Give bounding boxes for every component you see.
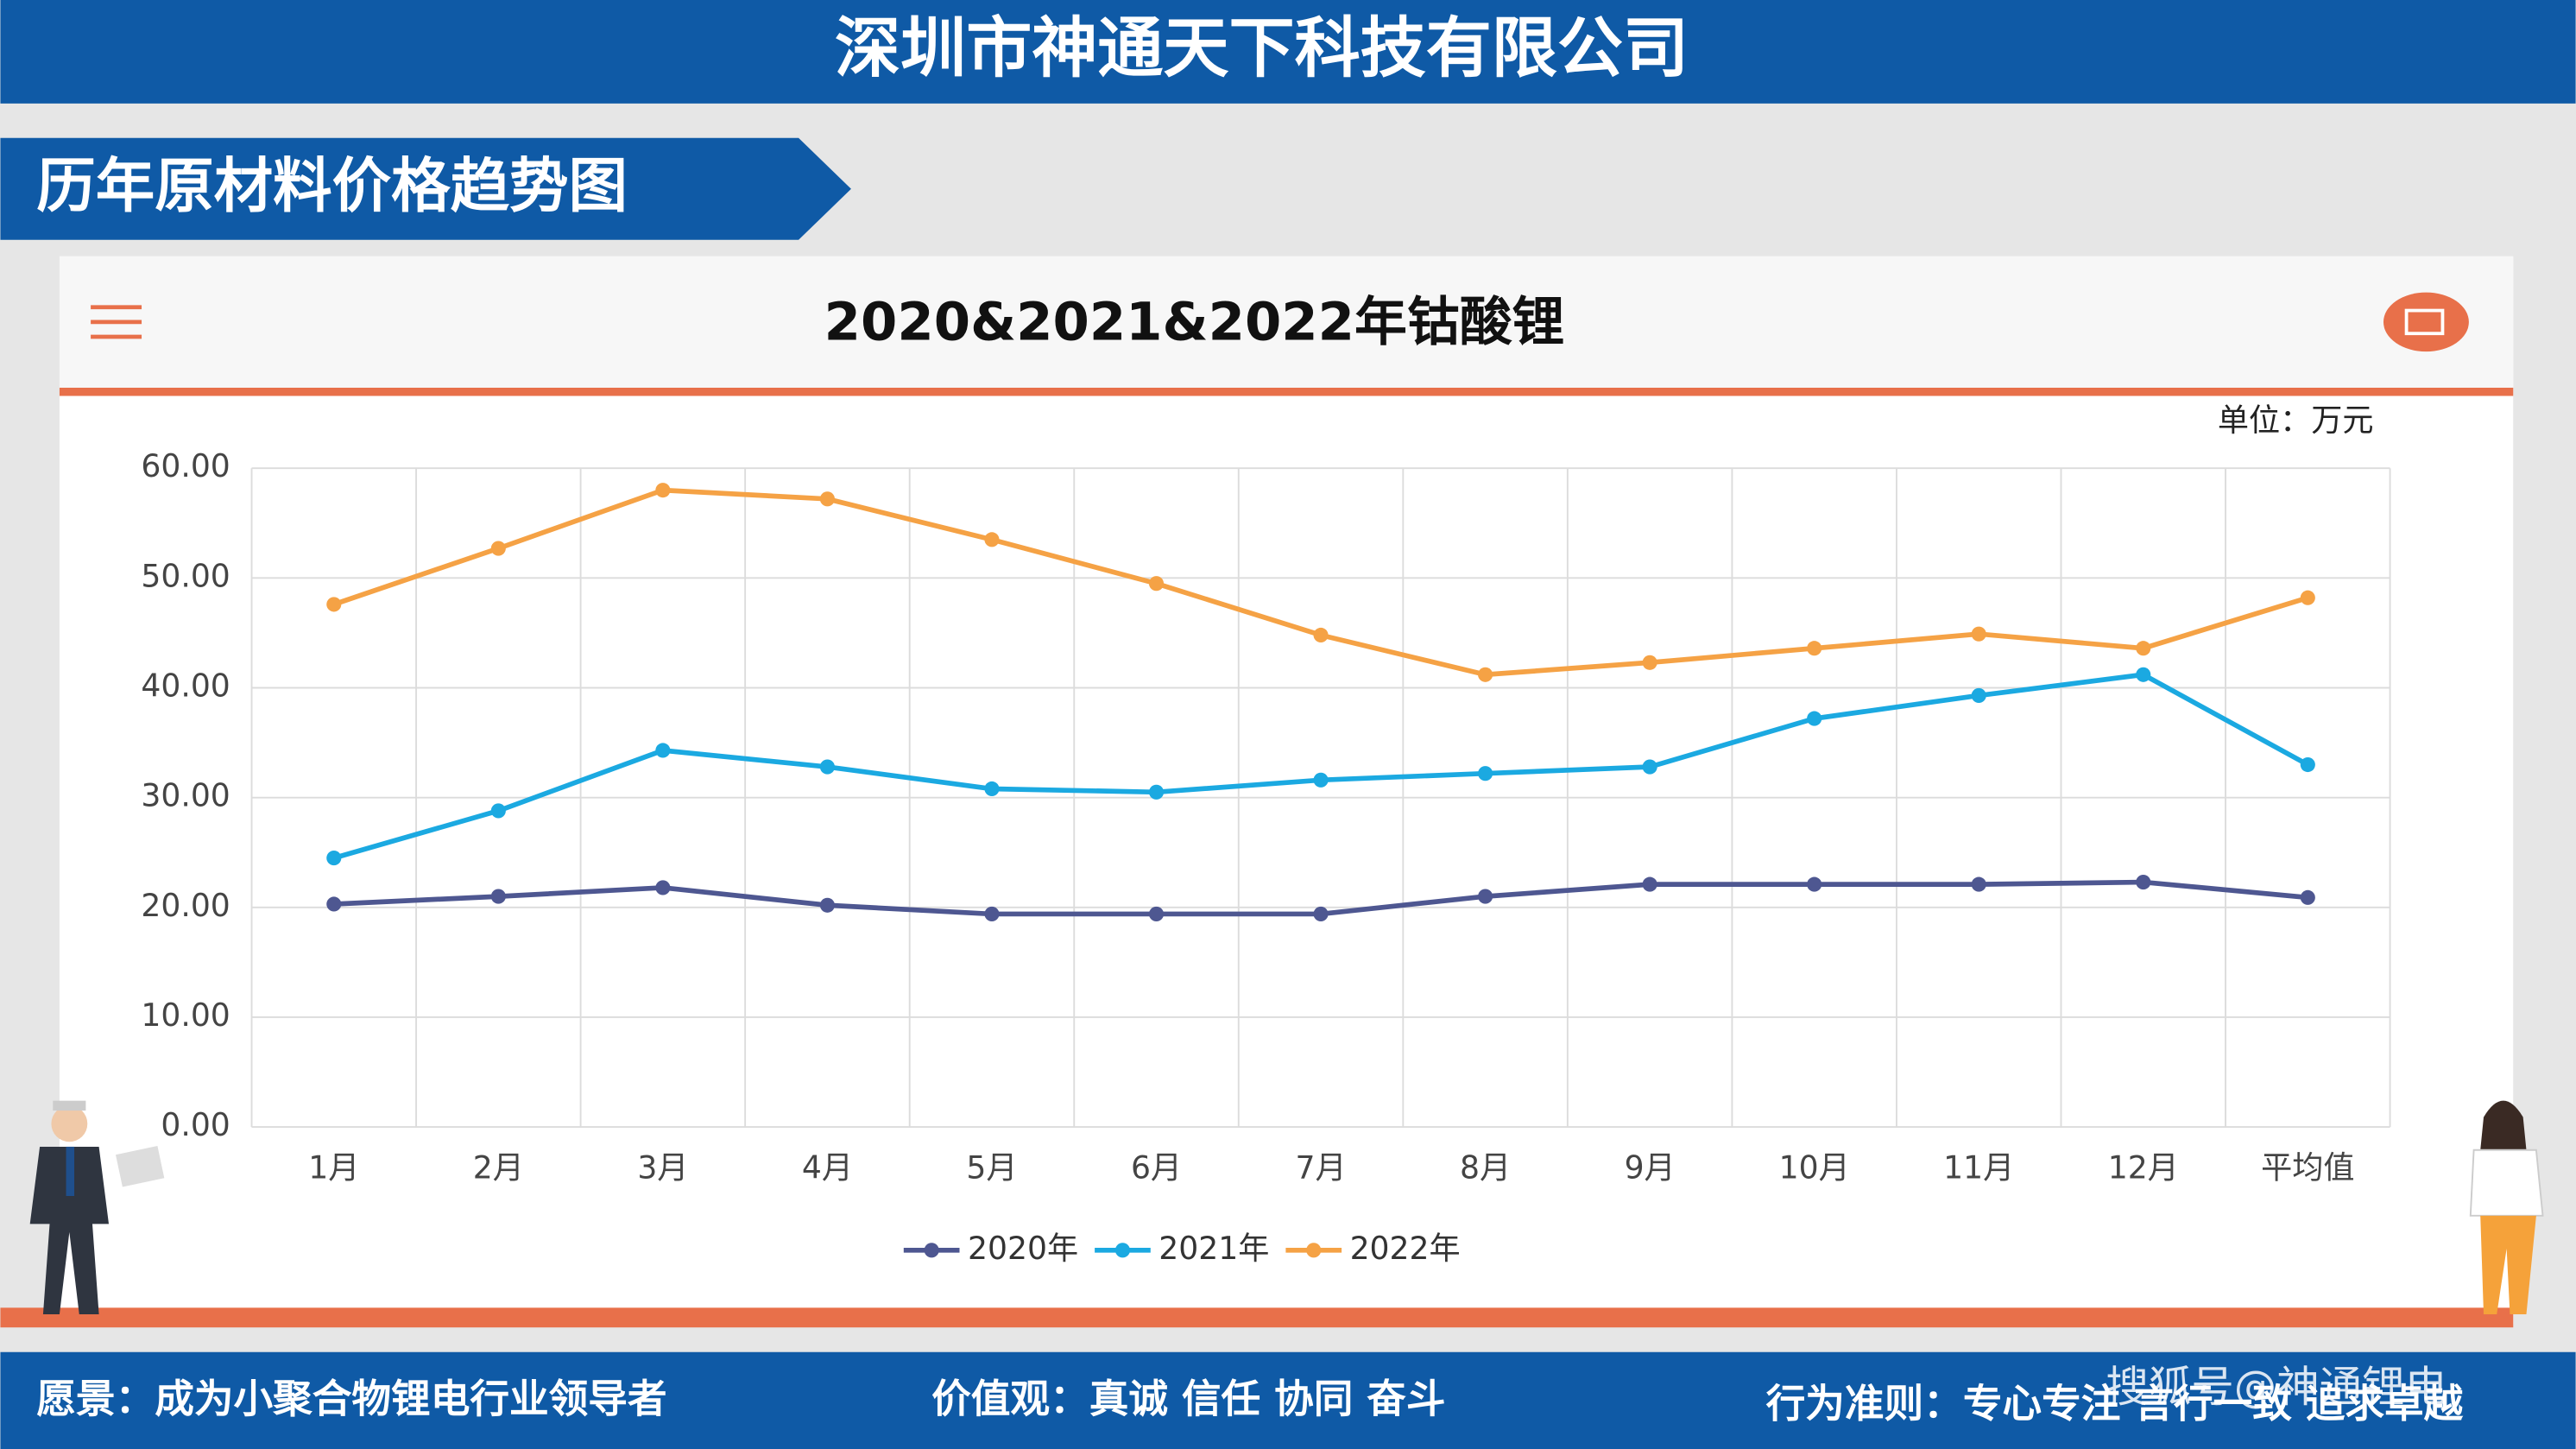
header-bar bbox=[0, 0, 2576, 104]
y-tick-label: 30.00 bbox=[141, 777, 230, 814]
data-point bbox=[1971, 687, 1986, 703]
chart-title: 2020&2021&2022年钴酸锂 bbox=[824, 291, 1565, 352]
unit-label: 单位：万元 bbox=[2218, 402, 2374, 439]
x-tick-label: 10月 bbox=[1779, 1149, 1850, 1186]
company-title: 深圳市神通天下科技有限公司 bbox=[835, 9, 1689, 86]
data-point bbox=[326, 851, 342, 866]
legend-label: 2022年 bbox=[1350, 1230, 1461, 1267]
section-title: 历年原材料价格趋势图 bbox=[36, 152, 628, 221]
footer-values: 价值观：真诚 信任 协同 奋斗 bbox=[931, 1376, 1445, 1421]
man-illustration bbox=[29, 1100, 165, 1314]
data-point bbox=[490, 803, 506, 819]
chart-panel bbox=[59, 256, 2514, 1325]
data-point bbox=[1642, 759, 1657, 775]
y-tick-label: 0.00 bbox=[161, 1106, 230, 1143]
data-point bbox=[2300, 590, 2315, 605]
data-point bbox=[326, 896, 342, 912]
chart-header-rule bbox=[59, 387, 2514, 396]
export-icon[interactable] bbox=[2383, 292, 2469, 352]
chart-header bbox=[59, 256, 2514, 388]
data-point bbox=[1642, 876, 1657, 892]
x-tick-label: 6月 bbox=[1131, 1149, 1182, 1186]
data-point bbox=[984, 532, 1000, 547]
bottom-rule bbox=[0, 1307, 2514, 1328]
data-point bbox=[326, 597, 342, 612]
x-tick-label: 8月 bbox=[1460, 1149, 1511, 1186]
menu-icon[interactable] bbox=[91, 305, 142, 339]
data-point bbox=[1313, 906, 1329, 922]
data-point bbox=[1807, 876, 1822, 892]
watermark: 搜狐号@神通锂电 bbox=[2106, 1362, 2447, 1412]
data-point bbox=[819, 897, 835, 913]
data-point bbox=[819, 759, 835, 775]
data-point bbox=[1642, 655, 1657, 670]
x-tick-label: 4月 bbox=[802, 1149, 853, 1186]
footer-vision: 愿景：成为小聚合物锂电行业领导者 bbox=[36, 1376, 666, 1421]
data-point bbox=[984, 781, 1000, 797]
data-point bbox=[819, 491, 835, 507]
data-point bbox=[1478, 667, 1493, 682]
legend-swatch-dot bbox=[1306, 1243, 1322, 1258]
data-point bbox=[1313, 627, 1329, 643]
x-tick-label: 12月 bbox=[2108, 1149, 2179, 1186]
data-point bbox=[2136, 667, 2151, 682]
data-point bbox=[1478, 889, 1493, 904]
plot: 0.00 10.00 20.00 30.00 40.00 50.00 60.00 1月 2月 3月… bbox=[141, 447, 2391, 1267]
y-tick-label: 60.00 bbox=[141, 447, 230, 484]
data-point bbox=[655, 743, 671, 758]
footer-conduct: 行为准则：专心专注 言行一致 追求卓越 bbox=[1766, 1381, 2464, 1427]
x-tick-label: 平均值 bbox=[2261, 1149, 2354, 1186]
legend-label: 2021年 bbox=[1159, 1230, 1269, 1267]
footer-bar bbox=[0, 1351, 2576, 1449]
x-tick-label: 9月 bbox=[1625, 1149, 1676, 1186]
legend-swatch-dot bbox=[924, 1243, 939, 1258]
data-point bbox=[1148, 784, 1165, 800]
data-point bbox=[655, 880, 671, 895]
data-point bbox=[2300, 756, 2315, 773]
woman-illustration bbox=[2469, 1100, 2544, 1314]
data-point bbox=[1148, 906, 1165, 922]
legend-label: 2020年 bbox=[968, 1230, 1078, 1267]
data-point bbox=[490, 541, 506, 556]
x-tick-label: 1月 bbox=[308, 1149, 359, 1186]
data-point bbox=[1478, 766, 1493, 781]
data-point bbox=[655, 483, 671, 498]
data-point bbox=[2136, 875, 2151, 890]
data-point bbox=[1971, 876, 1986, 892]
section-banner bbox=[0, 137, 851, 240]
data-point bbox=[984, 906, 1000, 922]
x-tick-label: 7月 bbox=[1295, 1149, 1346, 1186]
y-tick-label: 10.00 bbox=[141, 997, 230, 1034]
y-tick-label: 20.00 bbox=[141, 887, 230, 924]
data-point bbox=[1148, 576, 1165, 592]
x-tick-label: 5月 bbox=[966, 1149, 1017, 1186]
data-point bbox=[1807, 641, 1822, 656]
x-tick-label: 11月 bbox=[1943, 1149, 2014, 1186]
y-tick-label: 40.00 bbox=[141, 668, 230, 705]
data-point bbox=[1971, 626, 1986, 642]
data-point bbox=[2136, 641, 2151, 656]
data-point bbox=[1807, 711, 1822, 726]
y-tick-label: 50.00 bbox=[141, 557, 230, 594]
legend-swatch-dot bbox=[1114, 1243, 1131, 1258]
x-tick-label: 2月 bbox=[473, 1149, 524, 1186]
data-point bbox=[490, 889, 506, 904]
data-point bbox=[2300, 889, 2315, 905]
x-tick-label: 3月 bbox=[637, 1149, 688, 1186]
data-point bbox=[1313, 772, 1329, 788]
